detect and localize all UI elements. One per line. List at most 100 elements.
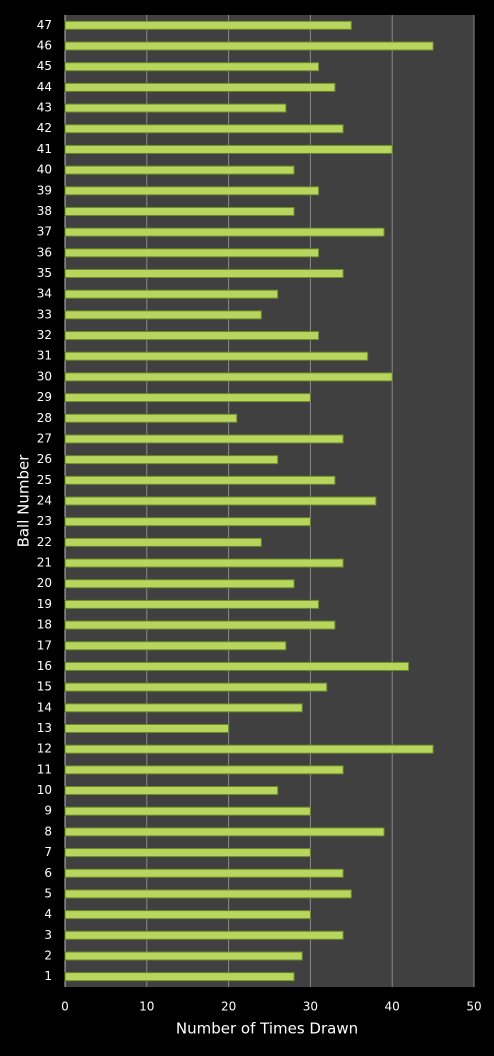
bar [64, 848, 311, 858]
x-tick-label: 40 [385, 1000, 400, 1014]
y-tick-label: 35 [37, 266, 52, 280]
y-tick-label: 40 [37, 163, 52, 177]
bar [64, 124, 344, 134]
y-tick-label: 25 [37, 473, 52, 487]
bar [64, 620, 336, 630]
x-tick-label: 30 [303, 1000, 318, 1014]
bar [64, 269, 344, 279]
y-tick-label: 44 [37, 80, 52, 94]
y-tick-label: 19 [37, 597, 52, 611]
y-tick-label: 4 [44, 907, 52, 921]
y-tick-label: 30 [37, 369, 52, 383]
y-tick-label: 8 [44, 824, 52, 838]
y-tick-label: 20 [37, 576, 52, 590]
x-tick-label: 50 [466, 1000, 481, 1014]
y-tick-label: 45 [37, 59, 52, 73]
y-tick-label: 33 [37, 307, 52, 321]
bar [64, 930, 344, 940]
bar [64, 455, 279, 465]
y-tick-label: 13 [37, 721, 52, 735]
bar [64, 206, 295, 216]
x-axis-title: Number of Times Drawn [176, 1020, 358, 1038]
y-tick-label: 2 [44, 948, 52, 962]
y-tick-label: 23 [37, 514, 52, 528]
bar [64, 393, 311, 403]
y-tick-label: 14 [37, 700, 52, 714]
bar [64, 372, 393, 382]
y-tick-label: 21 [37, 556, 52, 570]
y-tick-label: 12 [37, 742, 52, 756]
y-tick-label: 1 [44, 969, 52, 983]
bar [64, 641, 287, 651]
y-tick-label: 9 [44, 804, 52, 818]
y-tick-label: 16 [37, 659, 52, 673]
bar [64, 103, 287, 113]
y-tick-label: 22 [37, 535, 52, 549]
bar [64, 682, 328, 692]
bar [64, 144, 393, 154]
y-tick-label: 36 [37, 245, 52, 259]
y-tick-label: 10 [37, 783, 52, 797]
bar [64, 165, 295, 175]
bar [64, 227, 385, 237]
x-tick-label: 0 [61, 1000, 69, 1014]
bar [64, 496, 377, 506]
bar [64, 910, 311, 920]
bar [64, 765, 344, 775]
bar [64, 579, 295, 589]
bar [64, 475, 336, 485]
y-tick-label: 47 [37, 18, 52, 32]
y-tick-label: 5 [44, 886, 52, 900]
bar [64, 351, 369, 361]
bar [64, 537, 262, 547]
bar [64, 827, 385, 837]
bar [64, 972, 295, 982]
bar [64, 331, 320, 341]
y-tick-label: 39 [37, 183, 52, 197]
y-tick-label: 18 [37, 618, 52, 632]
bar [64, 434, 344, 444]
bar [64, 413, 238, 423]
bar [64, 248, 320, 258]
y-tick-label: 17 [37, 638, 52, 652]
y-tick-label: 11 [37, 762, 52, 776]
bar [64, 62, 320, 72]
bar [64, 82, 336, 92]
bar [64, 20, 352, 30]
bar [64, 558, 344, 568]
bar [64, 517, 311, 527]
y-tick-label: 31 [37, 349, 52, 363]
bar [64, 744, 434, 754]
x-tick-label: 20 [221, 1000, 236, 1014]
y-tick-label: 24 [37, 494, 52, 508]
y-axis-title: Ball Number [15, 454, 33, 548]
y-tick-label: 34 [37, 287, 52, 301]
bar [64, 599, 320, 609]
y-tick-label: 29 [37, 390, 52, 404]
y-tick-label: 37 [37, 225, 52, 239]
y-tick-label: 41 [37, 142, 52, 156]
bar [64, 186, 320, 196]
y-tick-label: 38 [37, 204, 52, 218]
y-tick-label: 3 [44, 928, 52, 942]
bar [64, 41, 434, 51]
bar [64, 703, 303, 713]
bar [64, 889, 352, 899]
y-tick-label: 6 [44, 866, 52, 880]
bar [64, 806, 311, 816]
y-tick-label: 28 [37, 411, 52, 425]
y-tick-label: 27 [37, 431, 52, 445]
y-tick-label: 15 [37, 680, 52, 694]
y-tick-label: 32 [37, 328, 52, 342]
y-tick-label: 43 [37, 101, 52, 115]
x-tick-label: 10 [139, 1000, 154, 1014]
y-tick-label: 42 [37, 121, 52, 135]
bar [64, 661, 410, 671]
y-tick-label: 7 [44, 845, 52, 859]
bar [64, 310, 262, 320]
bar [64, 786, 279, 796]
bar [64, 723, 230, 733]
y-tick-label: 26 [37, 452, 52, 466]
bar [64, 868, 344, 878]
